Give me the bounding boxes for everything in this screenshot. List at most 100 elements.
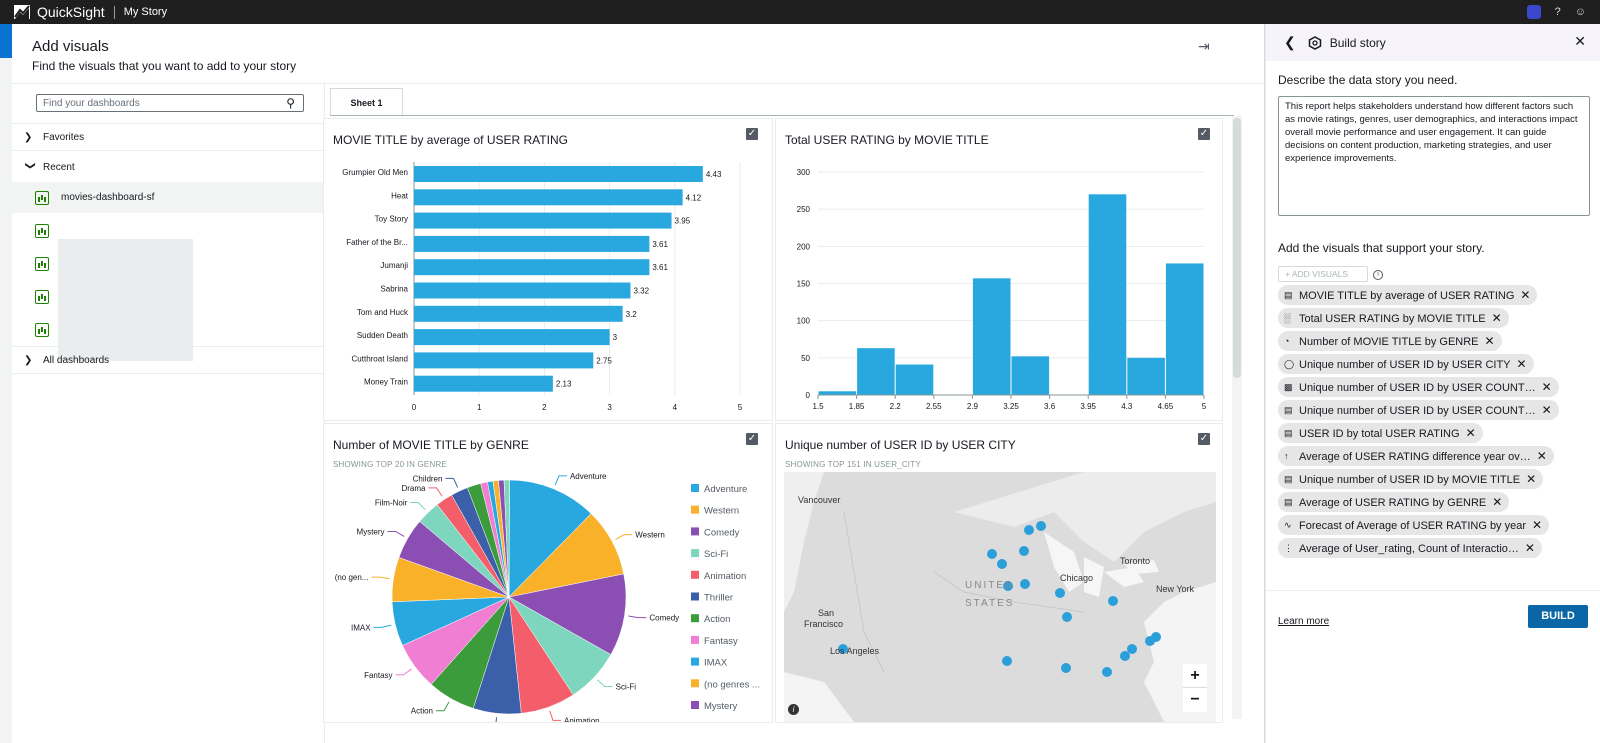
remove-icon[interactable]: ✕	[1541, 380, 1552, 394]
remove-icon[interactable]: ✕	[1492, 495, 1503, 509]
collapse-panel-icon[interactable]: ⇥	[1198, 38, 1210, 54]
visual-subtitle: SHOWING TOP 151 IN USER_CITY	[785, 460, 921, 469]
dashboard-browser: Find your dashboards ⚲ ❯ Favorites ❯ Rec…	[12, 84, 325, 743]
info-icon[interactable]: i	[788, 704, 799, 715]
y-tick-label: 0	[806, 391, 811, 400]
chip-label: Forecast of Average of USER RATING by ye…	[1299, 520, 1527, 532]
tree-favorites[interactable]: ❯ Favorites	[12, 123, 325, 151]
slice-label: Children	[413, 474, 443, 483]
visual-card-bar[interactable]: MOVIE TITLE by average of USER RATING ✓ …	[323, 118, 773, 421]
legend-label: Thriller	[704, 593, 733, 604]
dashboard-item[interactable]: movies-dashboard-sf	[12, 182, 325, 213]
visual-chip[interactable]: ∿ Forecast of Average of USER RATING by y…	[1278, 515, 1550, 535]
leader-line	[445, 477, 459, 488]
zoom-out-button[interactable]: −	[1183, 688, 1207, 712]
legend-label: Comedy	[704, 527, 740, 538]
tree-all-dashboards[interactable]: ❯ All dashboards	[12, 346, 325, 374]
remove-icon[interactable]: ✕	[1491, 311, 1502, 325]
search-dashboards-input[interactable]: Find your dashboards ⚲	[36, 94, 304, 112]
visual-chip[interactable]: ▤ USER ID by total USER RATING ✕	[1278, 423, 1483, 443]
tree-recent[interactable]: ❯ Recent	[12, 153, 325, 181]
help-icon[interactable]: ?	[1554, 5, 1561, 18]
visual-chip[interactable]: ▤ Average of USER RATING by GENRE ✕	[1278, 492, 1510, 512]
select-checkbox[interactable]: ✓	[746, 128, 758, 140]
chip-label: USER ID by total USER RATING	[1299, 428, 1460, 440]
select-checkbox[interactable]: ✓	[1198, 128, 1210, 140]
x-tick-label: 1	[477, 403, 482, 412]
divider	[12, 83, 1265, 84]
visual-chip[interactable]: ▤ Unique number of USER ID by MOVIE TITLE…	[1278, 469, 1544, 489]
leader-line	[596, 679, 613, 688]
build-button[interactable]: BUILD	[1528, 605, 1588, 628]
visual-chip[interactable]: ░ Total USER RATING by MOVIE TITLE ✕	[1278, 308, 1509, 328]
remove-icon[interactable]: ✕	[1465, 426, 1476, 440]
background-accent	[0, 24, 12, 58]
dashboard-item[interactable]	[12, 281, 325, 312]
slice-label: Fantasy	[364, 671, 392, 680]
learn-more-link[interactable]: Learn more	[1278, 616, 1330, 627]
legend-swatch	[691, 701, 699, 709]
visual-card-pie[interactable]: Number of MOVIE TITLE by GENRE SHOWING T…	[323, 423, 773, 723]
chip-label: Total USER RATING by MOVIE TITLE	[1299, 313, 1486, 325]
remove-icon[interactable]: ✕	[1541, 403, 1552, 417]
dashboard-item[interactable]	[12, 215, 325, 246]
visual-chip[interactable]: ◔ Number of MOVIE TITLE by GENRE ✕	[1278, 331, 1502, 351]
scrollbar[interactable]	[1233, 118, 1241, 378]
tab-sheet-1[interactable]: Sheet 1	[330, 88, 403, 116]
add-visuals-button[interactable]: + ADD VISUALS	[1278, 266, 1368, 282]
y-tick-label: 250	[797, 205, 811, 214]
dashboard-item[interactable]	[12, 248, 325, 279]
chip-label: Unique number of USER ID by USER COUNT…	[1299, 405, 1536, 417]
remove-icon[interactable]: ✕	[1526, 472, 1537, 486]
remove-icon[interactable]: ✕	[1516, 357, 1527, 371]
kpi-icon: ↑	[1284, 451, 1289, 461]
histogram-icon: ░	[1284, 313, 1291, 323]
amazon-q-icon[interactable]	[1526, 5, 1541, 19]
back-icon[interactable]: ❮	[1284, 34, 1296, 50]
map-label: Vancouver	[798, 495, 841, 505]
data-label: 4.43	[706, 170, 722, 179]
visual-chip[interactable]: ⋮ Average of User_rating, Count of Intera…	[1278, 538, 1542, 558]
bar	[414, 235, 650, 252]
visual-card-histogram[interactable]: Total USER RATING by MOVIE TITLE ✓ 0 50 10…	[775, 118, 1223, 421]
zoom-in-button[interactable]: +	[1183, 664, 1207, 688]
remove-icon[interactable]: ✕	[1532, 518, 1543, 532]
legend-swatch	[691, 592, 699, 601]
select-checkbox[interactable]: ✓	[1198, 433, 1210, 445]
map[interactable]: Vancouver UNITED STATES Chicago Toronto …	[784, 472, 1216, 722]
story-description-input[interactable]: This report helps stakeholders understan…	[1278, 96, 1590, 216]
bar	[895, 364, 934, 395]
legend-swatch	[691, 679, 699, 688]
select-checkbox[interactable]: ✓	[746, 433, 758, 445]
tree-label: All dashboards	[43, 354, 110, 366]
dashboard-icon	[35, 289, 49, 304]
visual-chip[interactable]: ▤ Unique number of USER ID by USER COUNT……	[1278, 400, 1559, 420]
remove-icon[interactable]: ✕	[1484, 334, 1495, 348]
info-icon[interactable]: i	[1373, 270, 1383, 280]
data-label: 2.13	[556, 380, 572, 389]
legend-label: IMAX	[704, 658, 728, 669]
line-icon: ∿	[1284, 520, 1292, 530]
dashboard-item[interactable]	[12, 314, 325, 345]
remove-icon[interactable]: ✕	[1536, 449, 1547, 463]
close-icon[interactable]: ✕	[1574, 33, 1586, 49]
brand-name[interactable]: QuickSight	[37, 4, 105, 20]
leader-line	[549, 710, 562, 721]
scatter-icon: ⋮	[1284, 543, 1293, 553]
quicksight-logo-icon	[14, 5, 30, 19]
visual-chip[interactable]: ▩ Unique number of USER ID by USER COUNT……	[1278, 377, 1559, 397]
remove-icon[interactable]: ✕	[1524, 541, 1535, 555]
user-icon[interactable]: ☺	[1574, 5, 1586, 18]
hbar-icon: ▤	[1284, 290, 1293, 300]
remove-icon[interactable]: ✕	[1520, 288, 1531, 302]
y-tick-label: Heat	[391, 191, 409, 200]
legend-swatch	[691, 505, 699, 514]
visual-card-map[interactable]: Unique number of USER ID by USER CITY SH…	[775, 423, 1223, 723]
x-tick-label: 1.5	[812, 402, 824, 411]
leader-line	[615, 534, 633, 540]
visual-chip[interactable]: ▤ MOVIE TITLE by average of USER RATING ✕	[1278, 285, 1538, 305]
x-tick-label: 4.65	[1158, 402, 1174, 411]
visual-chip[interactable]: ◯ Unique number of USER ID by USER CITY ✕	[1278, 354, 1534, 374]
legend-swatch	[691, 527, 699, 536]
visual-chip[interactable]: ↑ Average of USER RATING difference year …	[1278, 446, 1554, 466]
